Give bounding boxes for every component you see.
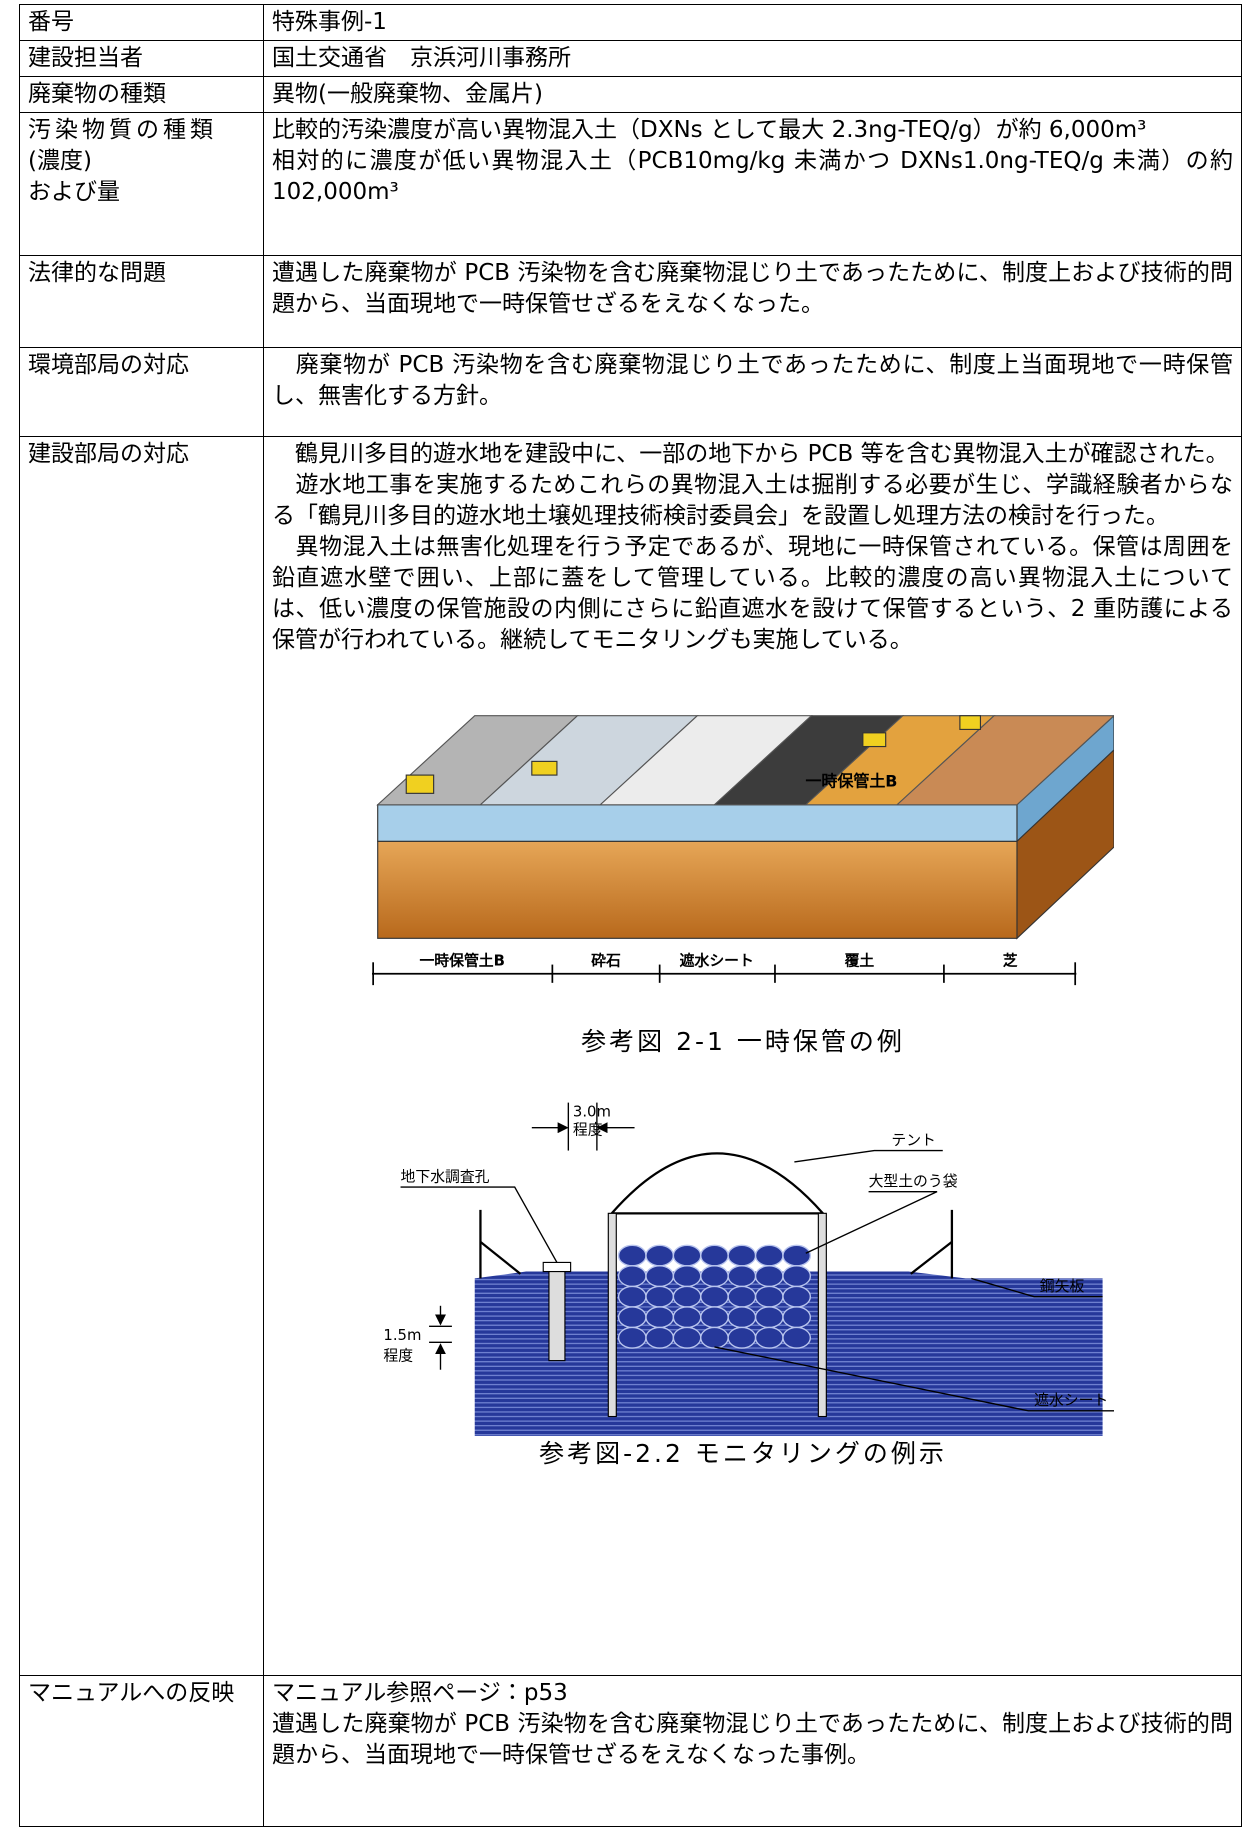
anchors <box>479 1209 954 1279</box>
row-label: 建設部局の対応 <box>19 436 264 1676</box>
sheet-pile <box>607 1212 617 1418</box>
row: 汚染物質の種類 (濃度) および量 比較的汚染濃度が高い異物混入土（DXNs と… <box>19 112 1242 256</box>
paragraph: 遊水地工事を実施するためこれらの異物混入土は掘削する必要が生じ、学識経験者からな… <box>272 472 1234 529</box>
row-label: マニュアルへの反映 <box>19 1675 264 1827</box>
machine <box>862 732 887 748</box>
paragraph: 廃棄物が PCB 汚染物を含む廃棄物混じり土であったために、制度上当面現地で一時… <box>272 352 1233 409</box>
row-content: 遭遇した廃棄物が PCB 汚染物を含む廃棄物混じり土であったために、制度上および… <box>263 255 1242 348</box>
slab-label: 一時保管土B <box>805 771 897 790</box>
diagram-label: 地下水調査孔 <box>401 1168 490 1185</box>
segment-label: 覆土 <box>845 952 875 970</box>
paragraph: 異物(一般廃棄物、金属片) <box>272 81 543 107</box>
segment-label: 一時保管土B <box>419 952 504 970</box>
machine <box>405 774 435 794</box>
figure: 3.0m 程度 テント 地下水調査孔 大型土のう袋 鋼矢板 1.5m 程度 遮水… <box>372 1082 1114 1472</box>
row: 環境部局の対応 廃棄物が PCB 汚染物を含む廃棄物混じり土であったために、制度… <box>19 347 1242 437</box>
diagram-label: 程度 <box>573 1122 603 1139</box>
machine <box>959 715 982 730</box>
well <box>548 1264 566 1362</box>
row-content: 鶴見川多目的遊水地を建設中に、一部の地下から PCB 等を含む異物混入土が確認さ… <box>263 436 1242 1676</box>
row-label: 汚染物質の種類 (濃度) および量 <box>19 112 264 256</box>
front-layer <box>377 804 1018 842</box>
row: 番号 特殊事例-1 <box>19 4 1242 41</box>
dimension-ticks <box>372 962 1077 986</box>
machine <box>531 760 558 776</box>
diagram-label: 1.5m <box>383 1327 421 1344</box>
segment-label: 砕石 <box>591 952 621 970</box>
diagram-label: テント <box>891 1132 936 1149</box>
paragraph: マニュアル参照ページ：p53 <box>272 1680 568 1706</box>
row-label: 環境部局の対応 <box>19 347 264 437</box>
tent <box>609 1152 826 1215</box>
leaders <box>400 1102 1114 1412</box>
row-content: マニュアル参照ページ：p53 遭遇した廃棄物が PCB 汚染物を含む廃棄物混じり… <box>263 1675 1242 1827</box>
diagram-label: 遮水シート <box>1034 1392 1108 1409</box>
row-content: 廃棄物が PCB 汚染物を含む廃棄物混じり土であったために、制度上当面現地で一時… <box>263 347 1242 437</box>
diagram-label: 鋼矢板 <box>1040 1278 1085 1295</box>
paragraph: 遭遇した廃棄物が PCB 汚染物を含む廃棄物混じり土であったために、制度上および… <box>272 260 1233 317</box>
paragraph: 相対的に濃度が低い異物混入土（PCB10mg/kg 未満かつ DXNs1.0ng… <box>272 148 1233 205</box>
label-line: 汚染物質の種類 <box>28 117 217 143</box>
row-label: 建設担当者 <box>19 40 264 77</box>
diagram-label: 程度 <box>383 1348 413 1365</box>
paragraph: 鶴見川多目的遊水地を建設中に、一部の地下から PCB 等を含む異物混入土が確認さ… <box>272 441 1229 467</box>
row: マニュアルへの反映 マニュアル参照ページ：p53 遭遇した廃棄物が PCB 汚染… <box>19 1675 1242 1827</box>
sheet-pile <box>817 1212 827 1418</box>
label-line: (濃度) <box>28 148 92 174</box>
segment-label: 芝 <box>1003 953 1018 970</box>
row-content: 比較的汚染濃度が高い異物混入土（DXNs として最大 2.3ng-TEQ/g）が… <box>263 112 1242 256</box>
front-soil <box>377 840 1018 939</box>
figure-caption: 参考図 2-1 一時保管の例 <box>581 1027 905 1056</box>
row: 建設担当者 国土交通省 京浜河川事務所 <box>19 40 1242 77</box>
row-content: 特殊事例-1 <box>263 4 1242 41</box>
row: 建設部局の対応 鶴見川多目的遊水地を建設中に、一部の地下から PCB 等を含む異… <box>19 436 1242 1676</box>
figure: 一時保管土B 一時保管土B 砕石 遮水シート 覆土 芝 参考図 2-1 一時保管… <box>372 670 1114 1060</box>
case-table: 番号 特殊事例-1 建設担当者 国土交通省 京浜河川事務所 廃棄物の種類 異物(… <box>19 4 1242 1827</box>
figure-caption: 参考図-2.2 モニタリングの例示 <box>539 1439 947 1468</box>
monitoring-diagram: 3.0m 程度 テント 地下水調査孔 大型土のう袋 鋼矢板 1.5m 程度 遮水… <box>383 1102 1114 1436</box>
segment-label: 遮水シート <box>680 952 754 970</box>
row-label: 廃棄物の種類 <box>19 76 264 113</box>
row: 廃棄物の種類 異物(一般廃棄物、金属片) <box>19 76 1242 113</box>
row-content: 異物(一般廃棄物、金属片) <box>263 76 1242 113</box>
well-cap <box>542 1261 572 1273</box>
paragraph: 比較的汚染濃度が高い異物混入土（DXNs として最大 2.3ng-TEQ/g）が… <box>272 117 1147 143</box>
storage-diagram: 一時保管土B 一時保管土B 砕石 遮水シート 覆土 芝 <box>372 714 1114 986</box>
paragraph: 国土交通省 京浜河川事務所 <box>272 45 571 71</box>
paragraph: 特殊事例-1 <box>272 9 387 35</box>
diagram-label: 大型土のう袋 <box>869 1173 958 1190</box>
label-line: および量 <box>28 179 120 205</box>
row-label: 番号 <box>19 4 264 41</box>
paragraph: 異物混入土は無害化処理を行う予定であるが、現地に一時保管されている。保管は周囲を… <box>272 534 1233 653</box>
paragraph: 遭遇した廃棄物が PCB 汚染物を含む廃棄物混じり土であったために、制度上および… <box>272 1711 1233 1768</box>
row: 法律的な問題 遭遇した廃棄物が PCB 汚染物を含む廃棄物混じり土であったために… <box>19 255 1242 348</box>
bags <box>617 1244 812 1349</box>
row-label: 法律的な問題 <box>19 255 264 348</box>
surface <box>895 715 1114 806</box>
row-content: 国土交通省 京浜河川事務所 <box>263 40 1242 77</box>
diagram-label: 3.0m <box>573 1103 611 1120</box>
